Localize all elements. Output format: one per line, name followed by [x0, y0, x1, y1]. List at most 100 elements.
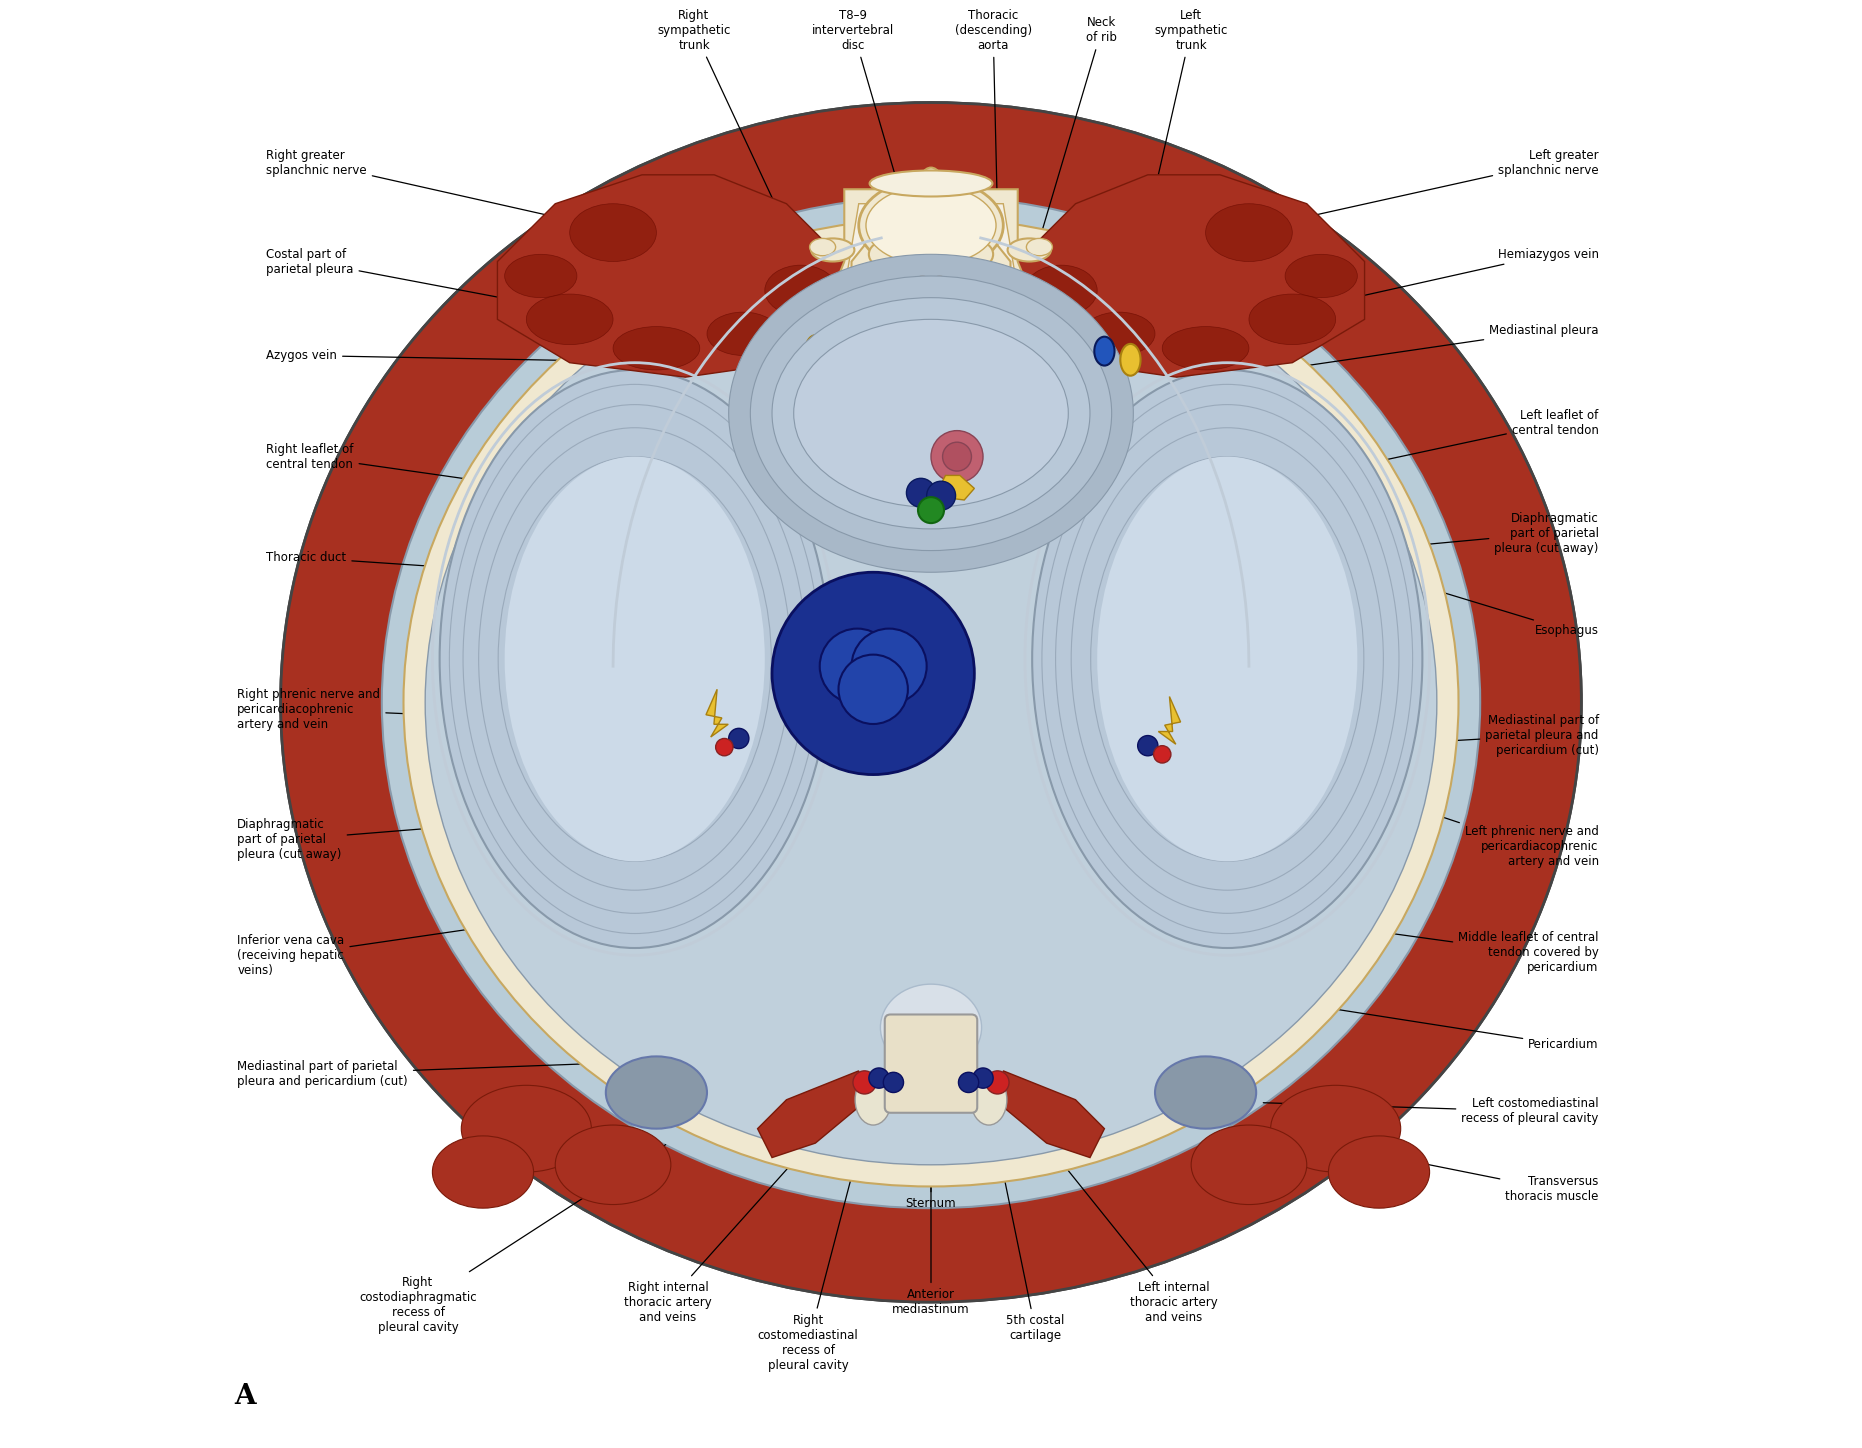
Ellipse shape	[605, 1057, 708, 1128]
Ellipse shape	[804, 336, 825, 366]
Text: Transversus
thoracis muscle: Transversus thoracis muscle	[1324, 1144, 1599, 1203]
Ellipse shape	[637, 705, 683, 741]
Polygon shape	[1004, 1072, 1104, 1157]
Ellipse shape	[1270, 1086, 1400, 1171]
Ellipse shape	[1154, 1057, 1257, 1128]
Ellipse shape	[808, 327, 866, 413]
Text: Right
sympathetic
trunk: Right sympathetic trunk	[657, 9, 814, 288]
Ellipse shape	[866, 185, 996, 265]
Ellipse shape	[462, 1086, 592, 1171]
Circle shape	[959, 1073, 979, 1093]
Circle shape	[974, 1069, 992, 1089]
Ellipse shape	[750, 277, 1112, 550]
Text: Hemiazygos vein: Hemiazygos vein	[1117, 248, 1599, 350]
Circle shape	[819, 628, 896, 704]
Text: Diaphragmatic
part of parietal
pleura (cut away): Diaphragmatic part of parietal pleura (c…	[1331, 511, 1599, 555]
Text: Thoracic
(descending)
aorta: Thoracic (descending) aorta	[955, 9, 1032, 334]
Ellipse shape	[857, 400, 875, 426]
Ellipse shape	[870, 171, 992, 197]
Circle shape	[985, 1072, 1009, 1095]
Ellipse shape	[708, 313, 780, 355]
Ellipse shape	[382, 197, 1480, 1208]
Text: Middle leaflet of central
tendon covered by
pericardium: Middle leaflet of central tendon covered…	[1153, 901, 1599, 975]
Circle shape	[946, 337, 1056, 446]
Text: Azygos vein: Azygos vein	[266, 349, 842, 365]
Ellipse shape	[870, 242, 901, 268]
Circle shape	[851, 628, 927, 704]
Ellipse shape	[987, 400, 1005, 426]
Text: Inferior vena cava
(receiving hepatic
veins): Inferior vena cava (receiving hepatic ve…	[236, 883, 784, 977]
Polygon shape	[497, 175, 843, 376]
Ellipse shape	[425, 240, 1437, 1164]
Text: Left costomediastinal
recess of pleural cavity: Left costomediastinal recess of pleural …	[1262, 1098, 1599, 1125]
Circle shape	[931, 430, 983, 482]
Ellipse shape	[1026, 239, 1052, 256]
Ellipse shape	[1095, 337, 1115, 365]
Ellipse shape	[1097, 456, 1357, 862]
Text: Right phrenic nerve and
pericardiacophrenic
artery and vein: Right phrenic nerve and pericardiacophre…	[236, 688, 711, 731]
Ellipse shape	[858, 178, 1004, 272]
Text: Right
costodiaphragmatic
recess of
pleural cavity: Right costodiaphragmatic recess of pleur…	[359, 1144, 665, 1334]
Circle shape	[931, 277, 948, 294]
Circle shape	[918, 497, 944, 523]
Ellipse shape	[1285, 255, 1357, 298]
Circle shape	[853, 1072, 877, 1095]
Ellipse shape	[1166, 646, 1205, 689]
Text: Left internal
thoracic artery
and veins: Left internal thoracic artery and veins	[1000, 1085, 1218, 1323]
Ellipse shape	[633, 673, 667, 717]
Circle shape	[961, 350, 1041, 432]
Ellipse shape	[765, 265, 838, 316]
Ellipse shape	[404, 219, 1458, 1186]
Ellipse shape	[855, 1074, 892, 1125]
Ellipse shape	[961, 242, 992, 268]
Circle shape	[927, 481, 955, 510]
Text: Left leaflet of
central tendon: Left leaflet of central tendon	[1201, 410, 1599, 500]
Circle shape	[838, 654, 909, 724]
Text: Right
costomediastinal
recess of
pleural cavity: Right costomediastinal recess of pleural…	[758, 1124, 866, 1371]
Text: Anterior
mediastinum: Anterior mediastinum	[892, 1131, 970, 1316]
Text: Diaphragmatic
part of parietal
pleura (cut away): Diaphragmatic part of parietal pleura (c…	[236, 818, 555, 862]
Ellipse shape	[992, 421, 1009, 447]
Text: Thoracic duct: Thoracic duct	[266, 552, 883, 597]
Polygon shape	[830, 204, 1032, 536]
FancyBboxPatch shape	[884, 1015, 978, 1112]
Ellipse shape	[987, 465, 1005, 491]
Ellipse shape	[773, 298, 1089, 529]
Ellipse shape	[892, 385, 907, 411]
Ellipse shape	[853, 421, 870, 447]
Circle shape	[914, 277, 931, 294]
Ellipse shape	[881, 985, 981, 1072]
Polygon shape	[758, 1072, 858, 1157]
Circle shape	[1138, 736, 1158, 756]
Ellipse shape	[1328, 1135, 1430, 1208]
Polygon shape	[851, 240, 1011, 306]
Ellipse shape	[1024, 265, 1097, 316]
Ellipse shape	[439, 369, 830, 948]
Ellipse shape	[1205, 204, 1292, 262]
Text: Right internal
thoracic artery
and veins: Right internal thoracic artery and veins	[624, 1085, 862, 1323]
Ellipse shape	[1162, 327, 1249, 369]
Text: Costal part of
parietal pleura: Costal part of parietal pleura	[266, 248, 521, 301]
Polygon shape	[942, 475, 974, 500]
Ellipse shape	[281, 103, 1581, 1302]
Text: Right greater
splanchnic nerve: Right greater splanchnic nerve	[266, 149, 546, 214]
Text: A: A	[235, 1383, 257, 1410]
Circle shape	[870, 1069, 888, 1089]
Text: Left greater
splanchnic nerve: Left greater splanchnic nerve	[1316, 149, 1599, 214]
Text: Mediastinal part of
parietal pleura and
pericardium (cut): Mediastinal part of parietal pleura and …	[1292, 714, 1599, 757]
Circle shape	[1154, 746, 1171, 763]
Text: 5th costal
cartilage: 5th costal cartilage	[989, 1105, 1065, 1342]
Text: Pericardium: Pericardium	[1104, 973, 1599, 1051]
Text: Left
sympathetic
trunk: Left sympathetic trunk	[1130, 9, 1227, 295]
Ellipse shape	[812, 239, 855, 262]
Circle shape	[916, 416, 998, 497]
Circle shape	[728, 728, 749, 749]
Ellipse shape	[728, 255, 1134, 572]
Ellipse shape	[793, 320, 1069, 507]
Ellipse shape	[613, 327, 700, 369]
Ellipse shape	[918, 168, 944, 211]
Ellipse shape	[970, 1074, 1007, 1125]
Circle shape	[883, 1073, 903, 1093]
Text: T8–9
intervertebral
disc: T8–9 intervertebral disc	[812, 9, 899, 187]
Text: Left phrenic nerve and
pericardiacophrenic
artery and vein: Left phrenic nerve and pericardiacophren…	[1197, 736, 1599, 869]
